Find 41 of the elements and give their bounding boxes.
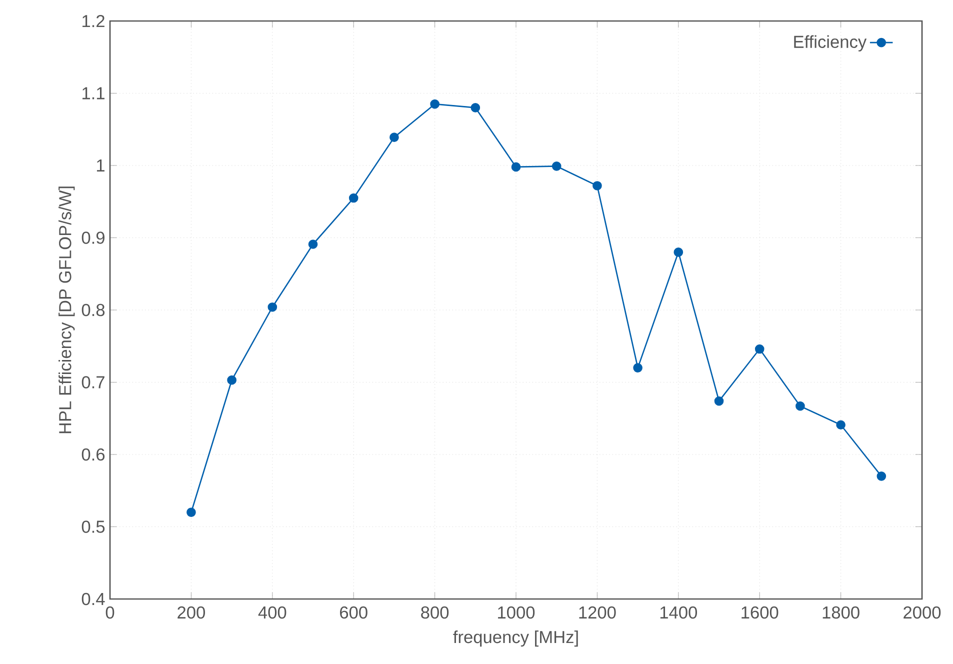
- y-tick-label: 0.4: [82, 592, 105, 606]
- point: [511, 162, 521, 172]
- point: [674, 248, 684, 257]
- x-tick-label: 400: [258, 606, 286, 619]
- x-tick-label: 1200: [579, 606, 616, 619]
- point: [836, 420, 846, 430]
- y-tick-label: 0.6: [82, 448, 105, 461]
- y-tick-label: 1.1: [82, 87, 104, 100]
- point: [592, 181, 602, 190]
- point: [470, 103, 480, 112]
- point: [754, 344, 764, 354]
- point: [796, 401, 805, 411]
- point: [268, 302, 278, 312]
- y-tick-label: 1: [96, 160, 104, 172]
- x-tick-label: 200: [178, 606, 205, 619]
- point: [390, 132, 399, 142]
- point: [430, 99, 440, 109]
- y-tick-label: 0.8: [82, 304, 105, 316]
- y-tick-label: 0.7: [82, 376, 104, 388]
- point: [876, 472, 886, 481]
- x-tick-label: 1600: [742, 606, 778, 619]
- y-tick-label: 0.9: [82, 232, 104, 244]
- point: [348, 193, 358, 203]
- y-axis-title: HPL Efficiency [DP GFLOP/s/W]: [58, 186, 75, 434]
- y-tick-label: 0.5: [82, 520, 105, 533]
- x-tick-label: 1000: [498, 606, 535, 619]
- x-tick-label: 0: [106, 606, 114, 619]
- x-tick-label: 2000: [904, 606, 941, 619]
- y-tick-label: 1.2: [82, 14, 104, 28]
- point: [308, 240, 318, 249]
- point: [227, 375, 236, 385]
- legend-label: Efficiency: [794, 35, 867, 52]
- point: [714, 396, 724, 406]
- x-axis-title: frequency [MHz]: [453, 630, 578, 647]
- point: [552, 162, 562, 171]
- x-tick-label: 1400: [660, 606, 698, 619]
- x-tick-label: 800: [421, 606, 449, 619]
- x-tick-label: 600: [340, 606, 368, 619]
- point: [186, 508, 196, 517]
- point: [633, 363, 642, 372]
- x-tick-label: 1800: [822, 606, 860, 619]
